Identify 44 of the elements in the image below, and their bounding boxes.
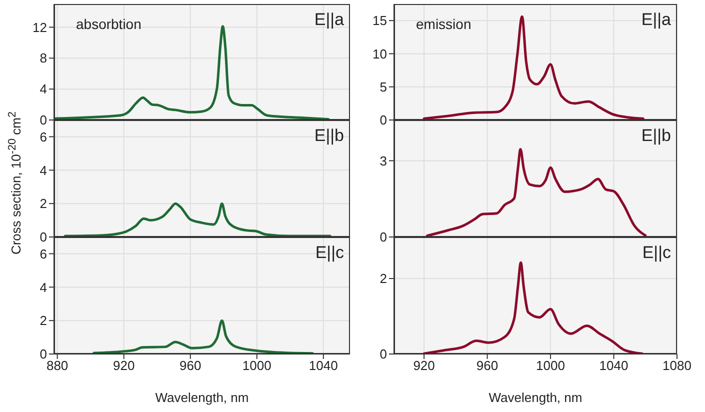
x-axis-title: Wavelength, nm [488, 390, 582, 405]
y-tick-label: 2 [40, 313, 47, 328]
y-tick-label: 6 [40, 246, 47, 262]
y-tick-label: 8 [40, 50, 47, 66]
y-tick-label: 5 [380, 79, 387, 94]
line-series [422, 261, 644, 354]
annotation: emission [416, 16, 472, 32]
x-tick-label: 960 [180, 358, 202, 374]
y-tick-label: 0 [380, 112, 387, 128]
chart-title: E||a [314, 10, 344, 30]
y-tick-label: 3 [380, 153, 387, 168]
line-series [64, 202, 332, 237]
y-tick-label: 4 [40, 162, 47, 178]
y-tick-label: 0 [40, 112, 47, 128]
y-tick-label: 2 [40, 196, 47, 212]
x-tick-label: 1040 [599, 358, 628, 374]
y-tick-label: 12 [32, 20, 47, 35]
y-tick-label: 0 [40, 346, 47, 362]
chart-title: E||b [314, 126, 344, 146]
x-tick-label: 880 [46, 358, 68, 374]
chart-title: E||b [641, 126, 671, 146]
line-series [426, 148, 647, 237]
y-tick-label: 10 [372, 46, 387, 62]
y-tick-label: 15 [372, 13, 387, 28]
x-tick-label: 920 [112, 358, 135, 374]
x-axis-title: Wavelength, nm [155, 390, 249, 405]
line-series [92, 319, 314, 354]
x-tick-label: 1040 [308, 358, 338, 374]
chart-title: E||a [641, 10, 671, 30]
chart-title: E||c [642, 243, 671, 263]
chart-title: E||c [315, 243, 344, 263]
y-tick-label: 0 [380, 230, 387, 245]
y-tick-label: 6 [40, 129, 47, 144]
y-tick-label: 2 [380, 271, 387, 286]
y-tick-label: 4 [40, 280, 47, 295]
annotation: absorbtion [76, 16, 142, 32]
y-tick-label: 0 [380, 346, 387, 362]
x-tick-label: 1000 [242, 358, 272, 374]
y-tick-label: 4 [40, 82, 47, 97]
x-tick-label: 1080 [662, 358, 692, 374]
x-tick-label: 1000 [536, 358, 565, 374]
y-tick-label: 0 [40, 230, 47, 245]
x-tick-label: 960 [476, 358, 498, 374]
x-tick-label: 920 [413, 358, 435, 374]
